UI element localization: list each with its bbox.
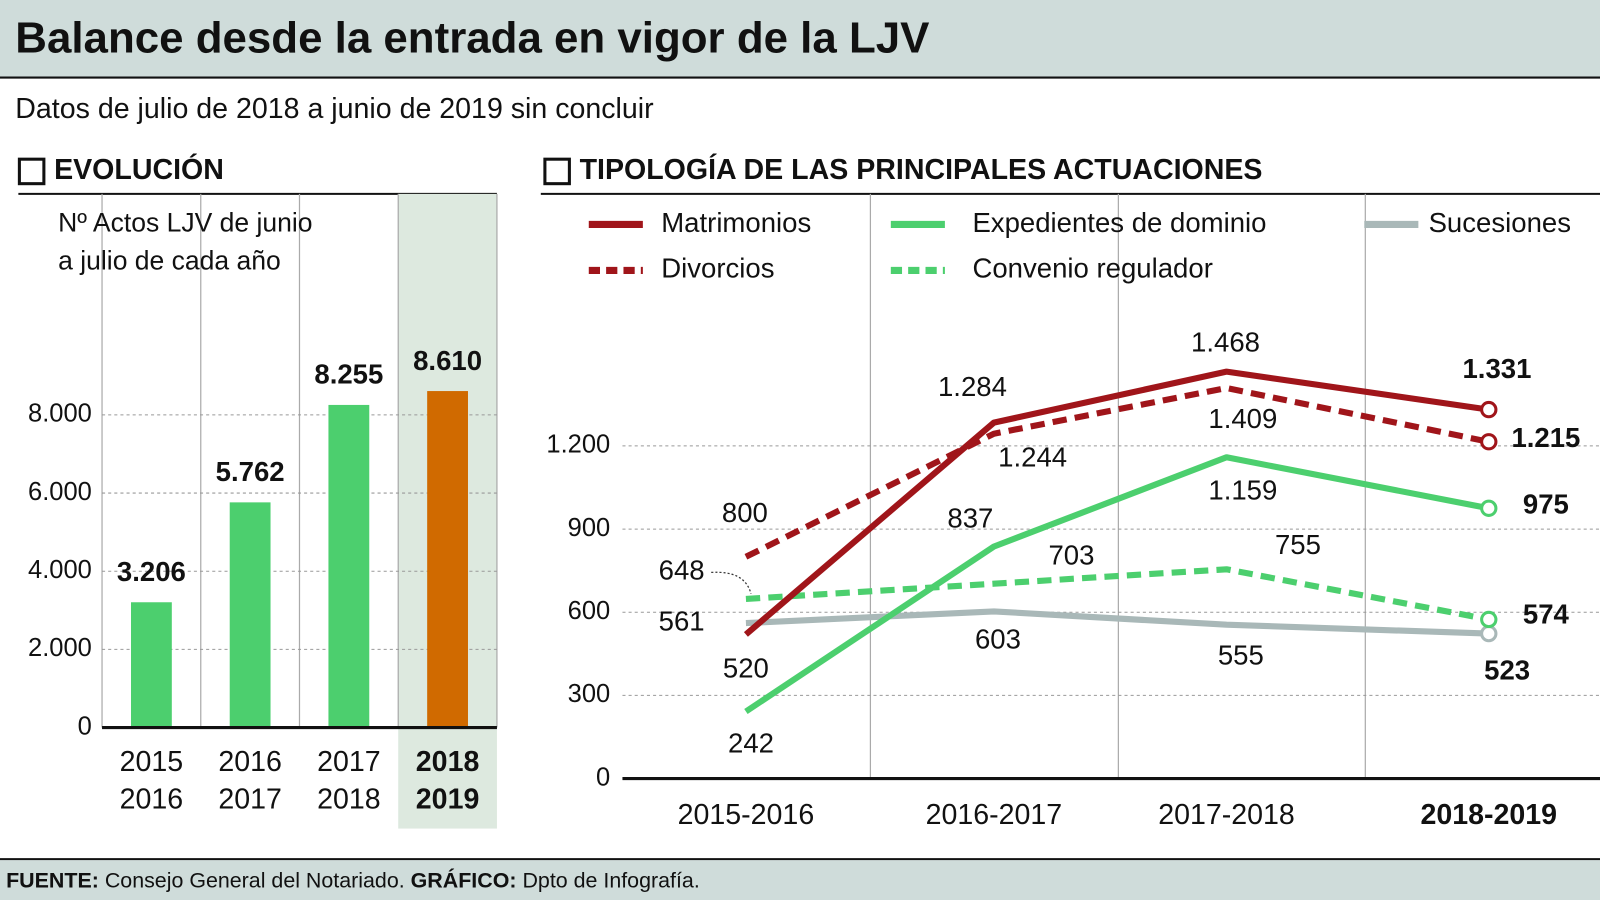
bar	[328, 404, 370, 728]
x-tick-label: 2017-2018	[1158, 799, 1295, 831]
value-label: 8.255	[314, 359, 383, 390]
end-marker	[1480, 499, 1498, 517]
series-line	[743, 368, 1490, 637]
series-line	[745, 566, 1490, 623]
value-label: 1.159	[1208, 474, 1277, 505]
value-label: 800	[722, 497, 768, 528]
y-tick-label: 4.000	[28, 556, 92, 584]
section-title: EVOLUCIÓN	[54, 152, 224, 186]
value-label: 555	[1218, 640, 1264, 671]
value-label: 574	[1523, 599, 1570, 630]
legend-label: Sucesiones	[1429, 207, 1571, 238]
label-connector	[711, 571, 752, 594]
bar	[130, 602, 172, 728]
value-label: 1.409	[1208, 403, 1277, 434]
y-tick-label: 1.200	[546, 431, 610, 459]
section-box	[543, 157, 571, 186]
x-tick-label: 2016	[120, 784, 184, 816]
y-tick-label: 6.000	[28, 478, 92, 506]
legend-label: Matrimonios	[661, 207, 811, 238]
legend-label: Divorcios	[661, 253, 774, 284]
header-band	[0, 0, 1600, 77]
title: Balance desde la entrada en vigor de la …	[15, 13, 929, 62]
value-label: 1.244	[998, 442, 1067, 473]
footer-text: Consejo General del Notariado.	[105, 868, 405, 892]
footer: FUENTE: Consejo General del Notariado. G…	[6, 867, 700, 892]
section-title: TIPOLOGÍA DE LAS PRINCIPALES ACTUACIONES	[580, 152, 1263, 186]
value-label: 648	[659, 555, 705, 586]
value-label: 837	[947, 502, 993, 533]
end-marker	[1480, 624, 1498, 643]
y-tick-label: 8.000	[28, 400, 92, 428]
value-label: 8.610	[413, 345, 482, 376]
subtitle: Datos de julio de 2018 a junio de 2019 s…	[15, 93, 654, 125]
value-label: 1.284	[938, 371, 1007, 402]
x-tick-label: 2017	[218, 784, 282, 816]
x-tick-label: 2016-2017	[926, 799, 1063, 831]
bar	[427, 391, 468, 728]
x-tick-label: 2018	[416, 746, 480, 778]
value-label: 242	[728, 727, 774, 758]
y-tick-label: 300	[568, 680, 611, 708]
value-label: 1.215	[1511, 422, 1580, 453]
y-tick-label: 900	[568, 514, 611, 542]
y-tick-label: 0	[596, 763, 610, 791]
footer-text: Dpto de Infografía.	[522, 868, 699, 892]
footer-label: FUENTE:	[6, 868, 99, 892]
x-tick-label: 2015-2016	[678, 799, 815, 831]
y-tick-label: 0	[78, 712, 92, 740]
value-label: 3.206	[117, 556, 186, 587]
footer-band	[0, 860, 1600, 900]
end-marker	[1480, 610, 1498, 629]
section-box	[17, 157, 46, 186]
x-tick-label: 2018	[317, 784, 381, 816]
x-tick-label: 2016	[218, 746, 282, 778]
y-tick-label: 600	[568, 597, 611, 625]
end-marker	[1480, 433, 1498, 451]
x-tick-label: 2017	[317, 746, 381, 778]
y-tick-label: 2.000	[28, 634, 92, 662]
legend-label: Convenio regulador	[972, 253, 1212, 284]
footer-label: GRÁFICO:	[411, 867, 517, 892]
chart-subtitle: a julio de cada año	[58, 245, 281, 275]
value-label: 1.331	[1462, 353, 1531, 384]
value-label: 520	[723, 652, 769, 683]
value-label: 523	[1484, 655, 1530, 686]
x-tick-label: 2019	[416, 784, 480, 816]
series-line	[744, 384, 1490, 560]
value-label: 703	[1048, 539, 1094, 570]
series-line	[744, 454, 1490, 715]
x-tick-label: 2018-2019	[1420, 799, 1557, 831]
value-label: 603	[975, 623, 1021, 654]
value-label: 561	[659, 605, 705, 636]
bar	[229, 502, 271, 728]
chart-subtitle: Nº Actos LJV de junio	[58, 208, 312, 238]
value-label: 755	[1275, 529, 1321, 560]
value-label: 1.468	[1191, 326, 1260, 357]
x-tick-label: 2015	[120, 746, 184, 778]
series-line	[745, 608, 1489, 637]
legend-label: Expedientes de dominio	[972, 207, 1266, 238]
value-label: 975	[1523, 489, 1569, 520]
end-marker	[1480, 400, 1498, 419]
value-label: 5.762	[216, 456, 285, 487]
